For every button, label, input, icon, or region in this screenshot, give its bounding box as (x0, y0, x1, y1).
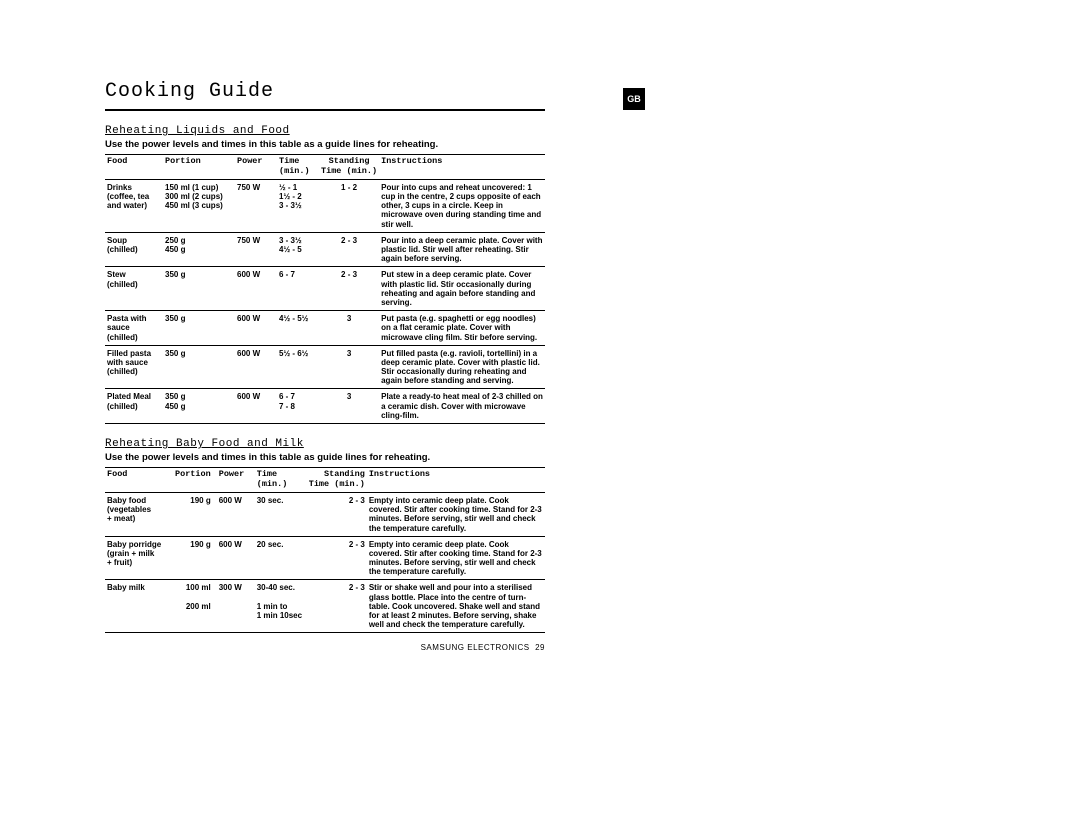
cell-time: 3 - 3½4½ - 5 (277, 232, 319, 267)
table-row: Plated Meal(chilled)350 g450 g600 W6 - 7… (105, 389, 545, 424)
table-row: Baby porridge(grain + milk + fruit)190 g… (105, 536, 545, 580)
cell-time: 6 - 77 - 8 (277, 389, 319, 424)
col-instr: Instructions (367, 468, 545, 493)
cell-food: Pasta withsauce(chilled) (105, 311, 163, 346)
cell-food: Stew(chilled) (105, 267, 163, 311)
cell-time: 30 sec. (255, 492, 307, 536)
cell-instr: Empty into ceramic deep plate. Cook cove… (367, 492, 545, 536)
cell-portion: 250 g450 g (163, 232, 235, 267)
cell-stand: 3 (319, 311, 379, 346)
cell-power: 600 W (217, 536, 255, 580)
col-instr: Instructions (379, 155, 545, 180)
cell-stand: 3 (319, 389, 379, 424)
cell-instr: Pour into cups and reheat uncovered: 1 c… (379, 179, 545, 232)
cell-time: 20 sec. (255, 536, 307, 580)
cell-power: 600 W (235, 311, 277, 346)
table-row: Drinks(coffee, teaand water)150 ml (1 cu… (105, 179, 545, 232)
cell-instr: Put stew in a deep ceramic plate. Cover … (379, 267, 545, 311)
cell-food: Baby porridge(grain + milk + fruit) (105, 536, 173, 580)
cell-instr: Stir or shake well and pour into a steri… (367, 580, 545, 633)
cell-food: Baby food(vegetables + meat) (105, 492, 173, 536)
language-badge: GB (623, 88, 645, 110)
cell-instr: Pour into a deep ceramic plate. Cover wi… (379, 232, 545, 267)
cell-stand: 2 - 3 (307, 580, 367, 633)
cell-portion: 350 g450 g (163, 389, 235, 424)
cell-time: 4½ - 5½ (277, 311, 319, 346)
table-row: Soup(chilled)250 g450 g750 W3 - 3½4½ - 5… (105, 232, 545, 267)
cell-power: 600 W (235, 389, 277, 424)
cell-stand: 1 - 2 (319, 179, 379, 232)
cell-food: Drinks(coffee, teaand water) (105, 179, 163, 232)
table-row: Baby milk100 ml200 ml300 W30-40 sec.1 mi… (105, 580, 545, 633)
col-portion: Portion (163, 155, 235, 180)
col-time: Time(min.) (255, 468, 307, 493)
cell-portion: 150 ml (1 cup)300 ml (2 cups)450 ml (3 c… (163, 179, 235, 232)
cell-instr: Plate a ready-to heat meal of 2-3 chille… (379, 389, 545, 424)
cell-food: Soup(chilled) (105, 232, 163, 267)
footer-brand: SAMSUNG ELECTRONICS (421, 643, 530, 652)
reheat-baby-table: Food Portion Power Time(min.) StandingTi… (105, 467, 545, 633)
page-title: Cooking Guide (105, 80, 545, 111)
cell-instr: Put pasta (e.g. spaghetti or egg noodles… (379, 311, 545, 346)
footer-page: 29 (535, 643, 545, 652)
table-row: Pasta withsauce(chilled)350 g600 W4½ - 5… (105, 311, 545, 346)
cell-food: Plated Meal(chilled) (105, 389, 163, 424)
cell-stand: 2 - 3 (319, 267, 379, 311)
cell-power: 750 W (235, 232, 277, 267)
section1-intro: Use the power levels and times in this t… (105, 139, 545, 150)
cell-food: Baby milk (105, 580, 173, 633)
cell-power: 600 W (235, 267, 277, 311)
cell-stand: 2 - 3 (319, 232, 379, 267)
cell-stand: 2 - 3 (307, 492, 367, 536)
col-time: Time(min.) (277, 155, 319, 180)
cell-time: 6 - 7 (277, 267, 319, 311)
cell-time: 30-40 sec.1 min to1 min 10sec (255, 580, 307, 633)
cell-portion: 100 ml200 ml (173, 580, 217, 633)
col-power: Power (217, 468, 255, 493)
cell-power: 750 W (235, 179, 277, 232)
cell-time: 5½ - 6½ (277, 345, 319, 389)
cell-stand: 3 (319, 345, 379, 389)
col-food: Food (105, 468, 173, 493)
cell-instr: Empty into ceramic deep plate. Cook cove… (367, 536, 545, 580)
cell-food: Filled pastawith sauce(chilled) (105, 345, 163, 389)
cell-stand: 2 - 3 (307, 536, 367, 580)
cell-instr: Put filled pasta (e.g. ravioli, tortelli… (379, 345, 545, 389)
cell-portion: 350 g (163, 345, 235, 389)
cell-power: 600 W (235, 345, 277, 389)
col-stand: StandingTime (min.) (307, 468, 367, 493)
cell-time: ½ - 11½ - 23 - 3½ (277, 179, 319, 232)
section2-heading: Reheating Baby Food and Milk (105, 438, 545, 450)
reheat-liquids-table: Food Portion Power Time(min.) StandingTi… (105, 154, 545, 424)
col-food: Food (105, 155, 163, 180)
table-row: Baby food(vegetables + meat)190 g600 W30… (105, 492, 545, 536)
table-row: Stew(chilled)350 g600 W6 - 72 - 3Put ste… (105, 267, 545, 311)
cell-power: 600 W (217, 492, 255, 536)
cell-portion: 350 g (163, 311, 235, 346)
cell-portion: 350 g (163, 267, 235, 311)
section2-intro: Use the power levels and times in this t… (105, 452, 545, 463)
page-footer: SAMSUNG ELECTRONICS 29 (105, 643, 545, 652)
table-row: Filled pastawith sauce(chilled)350 g600 … (105, 345, 545, 389)
section1-heading: Reheating Liquids and Food (105, 125, 545, 137)
cell-power: 300 W (217, 580, 255, 633)
cell-portion: 190 g (173, 492, 217, 536)
col-portion: Portion (173, 468, 217, 493)
col-stand: StandingTime (min.) (319, 155, 379, 180)
cell-portion: 190 g (173, 536, 217, 580)
col-power: Power (235, 155, 277, 180)
